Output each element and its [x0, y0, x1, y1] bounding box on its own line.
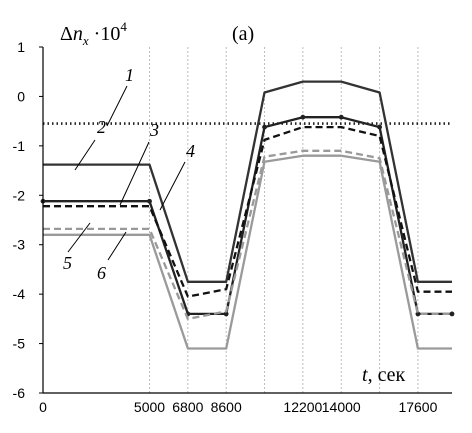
curve-label-6: 6 [97, 263, 106, 283]
y-axis-label-sup: 4 [120, 19, 127, 34]
x-tick-label-3: 8600 [211, 399, 242, 415]
series-lines [40, 80, 455, 350]
leader-3 [119, 141, 150, 206]
y-tick-label-6: -5 [13, 336, 26, 352]
x-axis-label: t, сек [362, 364, 406, 386]
y-tick-label-1: 0 [17, 88, 25, 104]
series-5-line [43, 149, 452, 321]
x-tick-label-0: 0 [39, 399, 47, 415]
curve-label-3: 3 [149, 120, 159, 140]
curve-label-4: 4 [186, 141, 195, 161]
x-axis-label-unit: , сек [368, 364, 406, 386]
leader-1 [106, 85, 128, 127]
vertical-gridlines [149, 47, 419, 393]
y-tick-label-7: -6 [13, 385, 26, 401]
y-axis-label: Δnx ·104 [60, 19, 127, 48]
x-tick-label-2: 6800 [172, 399, 203, 415]
curve-label-5: 5 [63, 253, 72, 273]
x-tick-label-1: 5000 [134, 399, 165, 415]
series-3-marker-5 [300, 114, 306, 120]
x-tick-label-4: 12200 [283, 399, 322, 415]
leader-5 [67, 222, 91, 253]
y-axis-label-sub: x [82, 33, 89, 48]
series-2-line [43, 80, 452, 283]
series-3-marker-6 [338, 114, 344, 120]
series-3-line [43, 116, 452, 316]
series-3-marker-9 [449, 311, 455, 317]
curve-label-1: 1 [125, 65, 134, 85]
leader-6 [107, 231, 127, 261]
curve-leaders [67, 85, 186, 261]
y-tick-label-0: 1 [17, 39, 25, 55]
y-tick-label-5: -4 [13, 286, 26, 302]
series-3-marker-7 [377, 124, 382, 130]
axes [39, 46, 452, 394]
tick-labels: 1 0 -1 -2 -3 -4 -5 -6 0 5000 6800 8600 12200 14000 176… [13, 39, 438, 415]
y-tick-label-2: -1 [13, 138, 26, 154]
series-3-marker-4 [262, 124, 267, 130]
series-6-line [43, 154, 452, 350]
y-tick-label-3: -2 [13, 187, 26, 203]
series-3-marker-3 [223, 311, 229, 317]
y-axis-label-n: n [73, 23, 83, 45]
series-4-line [43, 125, 452, 298]
series-3-marker-1 [147, 198, 152, 204]
x-tick-label-5: 14000 [322, 399, 361, 415]
leader-4 [159, 161, 186, 211]
y-tick-label-4: -3 [13, 237, 26, 253]
x-axis-label-var: t [362, 364, 368, 386]
leader-2 [74, 139, 96, 171]
curve-label-2: 2 [97, 117, 106, 137]
y-axis-label-times: ·10 [89, 23, 121, 45]
y-axis-label-delta: Δ [60, 23, 73, 45]
panel-label: (a) [232, 23, 254, 45]
x-tick-label-6: 17600 [398, 399, 437, 415]
